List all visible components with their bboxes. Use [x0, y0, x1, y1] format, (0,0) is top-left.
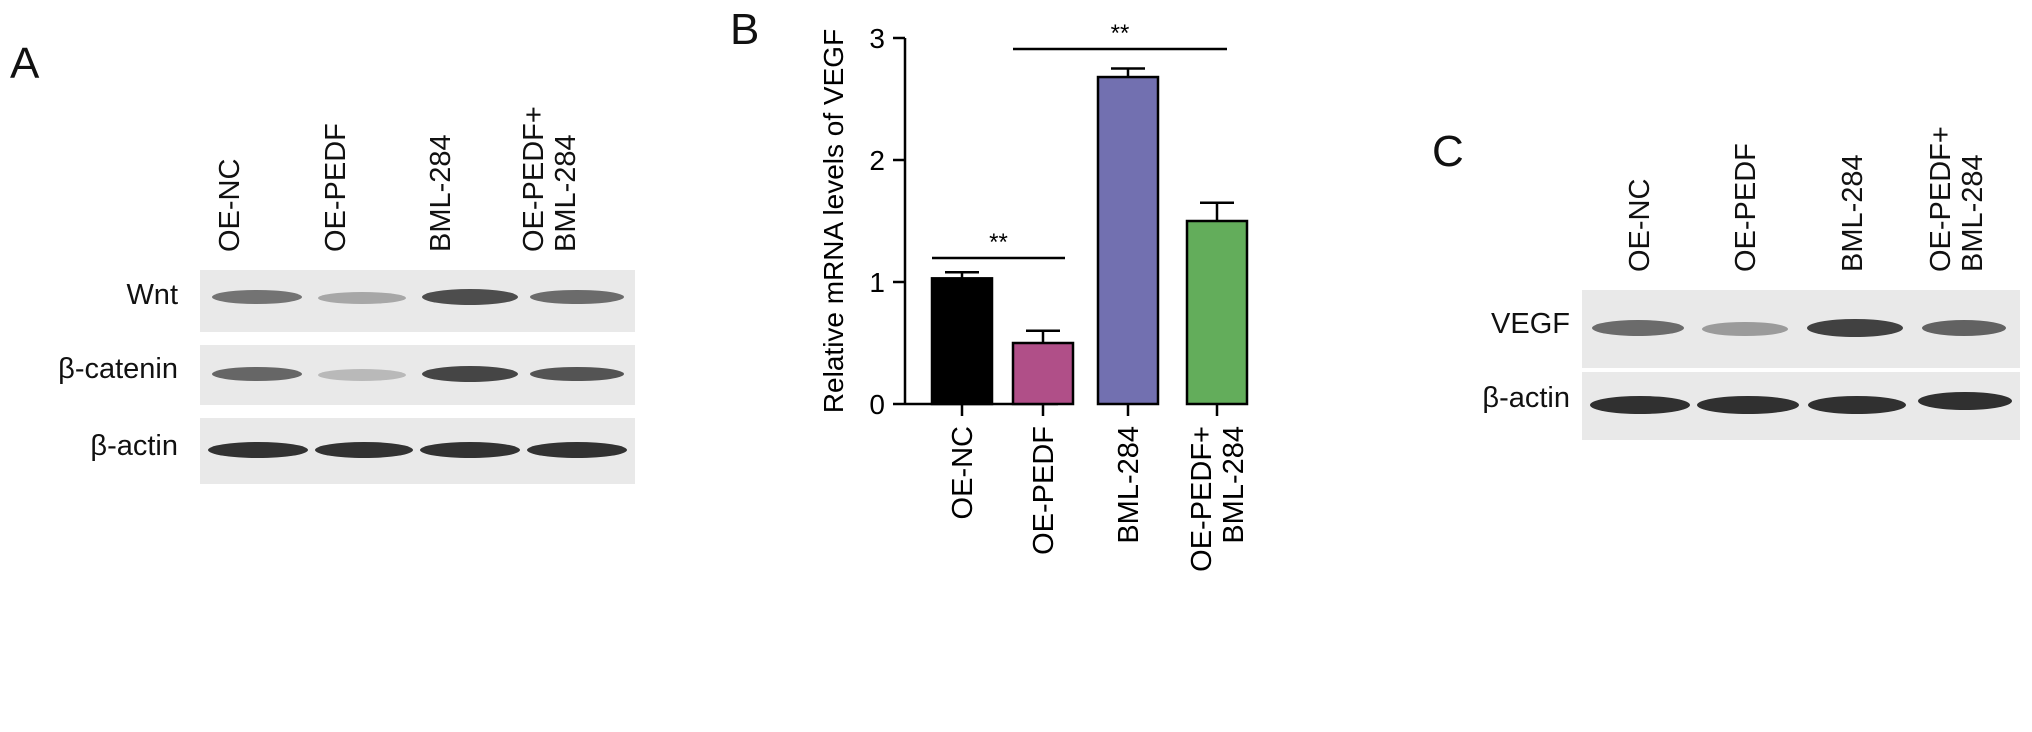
x-tick-label-line: OE-NC	[947, 426, 979, 519]
x-tick-label: OE-PEDF	[1028, 426, 1060, 555]
panel-c-row-label-beta-actin: β-actin	[1482, 382, 1570, 414]
panel-c-lane-label: OE-NC	[1624, 178, 1656, 272]
label-line: BML-284	[550, 134, 582, 252]
x-tick-label: OE-NC	[947, 426, 979, 519]
band	[1697, 396, 1799, 414]
bar	[1185, 219, 1249, 406]
band	[212, 290, 302, 304]
band	[208, 442, 308, 458]
blot-vegf	[1582, 290, 2020, 368]
panel-a-letter: A	[10, 39, 40, 88]
band	[1592, 320, 1684, 336]
band	[530, 367, 624, 381]
bar-chart: 0 1 2 3 Relative mRNA levels of VEGF OE-NC OE-…	[818, 20, 1250, 572]
panel-b-letter: B	[730, 5, 760, 54]
panel-c-lane-label: BML-284	[1837, 154, 1869, 272]
band	[1702, 322, 1788, 336]
label-line: BML-284	[1957, 154, 1989, 272]
band	[530, 290, 624, 304]
x-tick-label-line: BML-284	[1218, 426, 1250, 544]
panel-c-row-label-vegf: VEGF	[1491, 308, 1570, 340]
band	[420, 442, 520, 458]
band	[1808, 396, 1906, 414]
label-line: OE-PEDF+	[518, 106, 550, 252]
panel-a-lane-label: BML-284	[425, 134, 457, 252]
band	[1807, 319, 1903, 337]
band	[1918, 392, 2012, 410]
bar	[1011, 341, 1075, 406]
significance-label: **	[989, 229, 1008, 256]
x-tick-label-line: BML-284	[1113, 426, 1145, 544]
x-tick-label: OE-PEDF+BML-284	[1186, 426, 1250, 572]
panel-c-lane-label: OE-PEDF+ BML-284	[1925, 126, 1989, 272]
y-tick-label: 3	[869, 23, 885, 54]
panel-a-row-label-beta-catenin: β-catenin	[58, 353, 178, 385]
panel-c-letter: C	[1432, 127, 1464, 176]
y-tick-label: 0	[869, 389, 885, 420]
band	[422, 366, 518, 382]
panel-a-lane-label: OE-PEDF+ BML-284	[518, 106, 582, 252]
panel-c-lane-label: OE-PEDF	[1730, 143, 1762, 272]
band	[527, 442, 627, 458]
band	[315, 442, 413, 458]
band	[1590, 396, 1690, 414]
y-tick-label: 1	[869, 267, 885, 298]
y-axis-title: Relative mRNA levels of VEGF	[818, 29, 849, 413]
band	[1922, 320, 2006, 336]
panel-a-row-label-wnt: Wnt	[126, 279, 178, 311]
bar	[930, 277, 994, 406]
blot-beta-catenin	[200, 345, 635, 405]
blot-beta-actin-a	[200, 418, 635, 484]
blot-wnt	[200, 270, 635, 332]
y-tick-label: 2	[869, 145, 885, 176]
band	[318, 369, 406, 381]
bar	[1096, 75, 1160, 406]
x-tick-label-line: OE-PEDF	[1028, 426, 1060, 555]
panel-a-lane-label: OE-PEDF	[320, 123, 352, 252]
blot-beta-actin-c	[1582, 372, 2020, 440]
x-tick-label-line: OE-PEDF+	[1186, 426, 1218, 572]
label-line: OE-PEDF+	[1925, 126, 1957, 272]
x-tick-label: BML-284	[1113, 426, 1145, 544]
band	[422, 289, 518, 305]
panel-a-row-label-beta-actin: β-actin	[90, 430, 178, 462]
band	[318, 292, 406, 304]
significance-label: **	[1111, 20, 1130, 47]
panel-a-lane-label: OE-NC	[214, 158, 246, 252]
band	[212, 367, 302, 381]
